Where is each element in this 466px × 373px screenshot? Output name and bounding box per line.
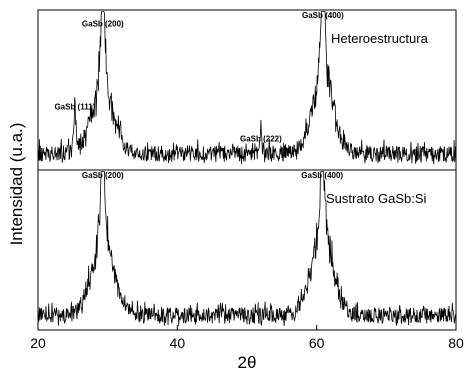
series-label: Heteroestructura [331,31,429,46]
spectrum-line [37,171,457,327]
x-ticks-group: 20 40 60 80 [30,325,464,351]
panel-1: GaSb (111) GaSb (200) GaSb (222) GaSb (400)… [37,9,457,171]
spectrum-line [37,11,457,165]
y-axis-title-group: Intensidad (u.a.) [7,123,26,246]
panel-frame [37,169,457,331]
panel-2: GaSb (200) GaSb (400) Sustrato GaSb:Si [37,169,457,331]
peak-label: GaSb (400) [302,11,344,20]
x-axis-title: 2θ [238,353,257,372]
series-label: Sustrato GaSb:Si [326,191,427,206]
peak-label: GaSb (400) [301,171,343,180]
peak-label: GaSb (200) [82,171,124,180]
x-tick-label: 80 [448,335,464,351]
peak-label: GaSb (111) [54,103,95,112]
y-axis-title: Intensidad (u.a.) [7,123,26,246]
x-tick-label: 60 [309,335,325,351]
x-tick-label: 20 [30,335,46,351]
peak-label: GaSb (222) [240,135,282,144]
panels-group: GaSb (111) GaSb (200) GaSb (222) GaSb (400)… [37,9,457,331]
peak-label: GaSb (200) [82,19,124,28]
x-tick-label: 40 [170,335,186,351]
